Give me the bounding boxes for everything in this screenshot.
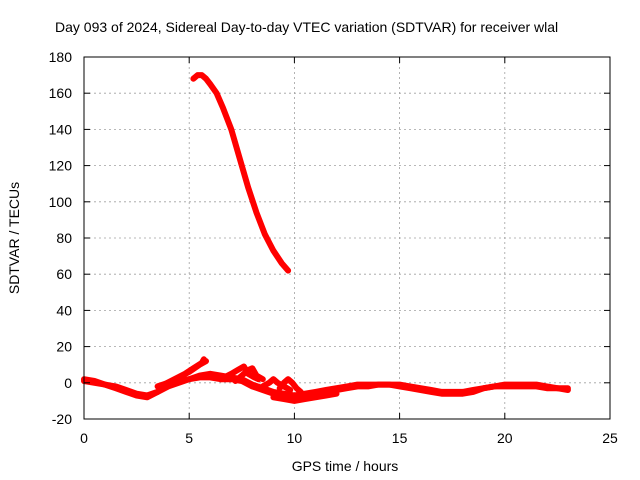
x-tick-label: 0 bbox=[80, 430, 88, 446]
axis-ticks: 0 5 10 15 20 25 -20 0 20 40 60 80 100 120 140 160 180 bbox=[49, 49, 618, 446]
x-tick-label: 5 bbox=[185, 430, 193, 446]
y-tick-label: 120 bbox=[49, 158, 73, 174]
series-low-arc bbox=[270, 390, 340, 404]
x-axis-label: GPS time / hours bbox=[292, 458, 399, 474]
x-tick-label: 20 bbox=[497, 430, 513, 446]
series-spike-arc-2 bbox=[232, 365, 266, 384]
y-tick-label: 60 bbox=[56, 266, 72, 282]
y-tick-label: 100 bbox=[49, 194, 73, 210]
x-tick-label: 10 bbox=[287, 430, 303, 446]
chart-title: Day 093 of 2024, Sidereal Day-to-day VTE… bbox=[55, 19, 558, 35]
x-tick-label: 15 bbox=[392, 430, 408, 446]
y-tick-label: -20 bbox=[52, 411, 72, 427]
y-tick-label: 80 bbox=[56, 230, 72, 246]
y-tick-label: 180 bbox=[49, 49, 73, 65]
series-baseline-arc-2 bbox=[81, 370, 571, 401]
grid-lines bbox=[84, 57, 610, 419]
y-tick-label: 0 bbox=[64, 375, 72, 391]
y-tick-label: 40 bbox=[56, 302, 72, 318]
data-series bbox=[81, 72, 571, 404]
y-axis-label: SDTVAR / TECUs bbox=[6, 182, 22, 294]
series-spike-arc-4 bbox=[276, 376, 304, 395]
y-tick-label: 140 bbox=[49, 121, 73, 137]
series-spike-arc-3 bbox=[259, 376, 294, 393]
y-tick-label: 160 bbox=[49, 85, 73, 101]
y-tick-label: 20 bbox=[56, 339, 72, 355]
series-rising-arc-b bbox=[161, 356, 207, 388]
x-tick-label: 25 bbox=[602, 430, 618, 446]
series-satellite-arc-high bbox=[190, 72, 292, 274]
